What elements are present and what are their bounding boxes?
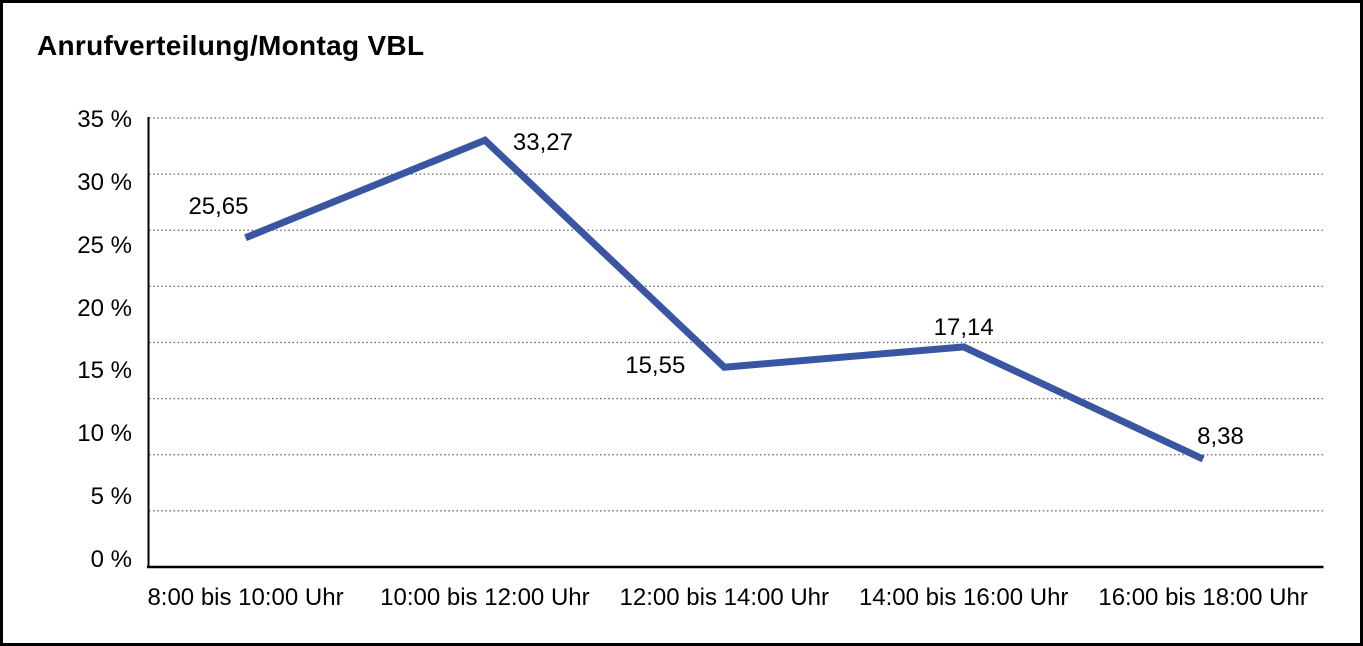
x-tick-label: 16:00 bis 18:00 Uhr [1098, 584, 1308, 611]
y-tick-label: 10 % [77, 420, 132, 448]
data-point-label: 25,65 [188, 192, 249, 220]
y-tick-label: 5 % [90, 483, 132, 511]
y-tick-label: 25 % [77, 231, 132, 259]
x-tick-label: 12:00 bis 14:00 Uhr [619, 584, 830, 611]
data-point-label: 17,14 [933, 313, 994, 341]
y-tick-label: 20 % [77, 294, 132, 322]
data-point-label: 8,38 [1197, 423, 1244, 451]
x-tick-label: 8:00 bis 10:00 Uhr [147, 584, 344, 611]
y-tick-label: 30 % [77, 168, 132, 196]
y-tick-label: 0 % [90, 545, 132, 573]
x-tick-label: 10:00 bis 12:00 Uhr [380, 584, 590, 611]
data-point-label: 15,55 [625, 352, 686, 380]
y-tick-label: 35 % [77, 106, 132, 133]
series-line [244, 136, 1205, 463]
x-tick-label: 14:00 bis 16:00 Uhr [858, 584, 1069, 611]
gridlines [149, 117, 1323, 512]
y-tick-label: 15 % [77, 357, 132, 385]
data-point-label: 33,27 [512, 129, 573, 157]
chart-title: Anrufverteilung/Montag VBL [37, 30, 425, 61]
